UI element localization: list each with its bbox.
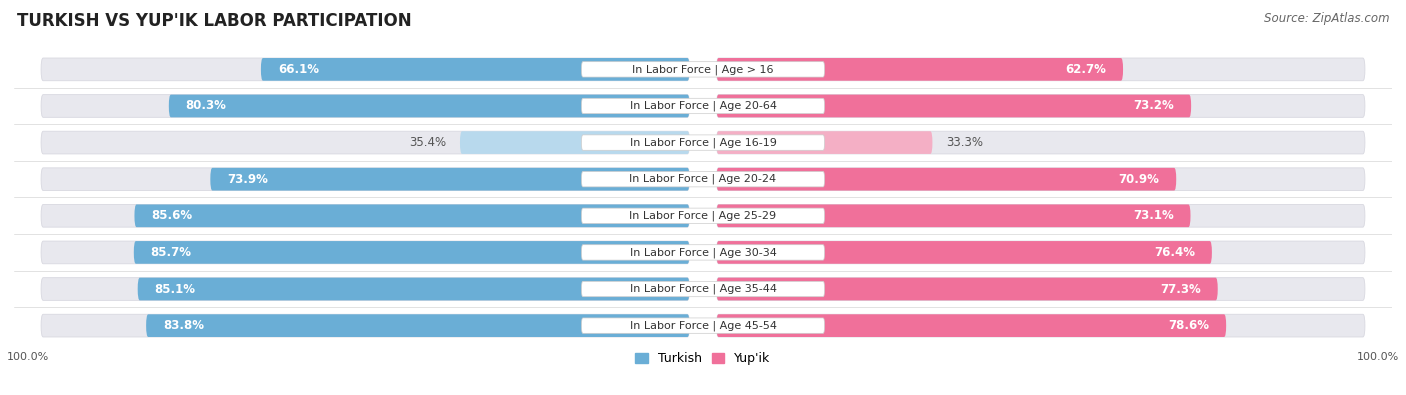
FancyBboxPatch shape xyxy=(138,278,689,300)
Text: 62.7%: 62.7% xyxy=(1066,63,1107,76)
FancyBboxPatch shape xyxy=(717,168,1365,190)
Text: 77.3%: 77.3% xyxy=(1160,282,1201,295)
FancyBboxPatch shape xyxy=(41,58,689,81)
FancyBboxPatch shape xyxy=(211,168,689,190)
FancyBboxPatch shape xyxy=(717,314,1226,337)
Text: In Labor Force | Age 30-34: In Labor Force | Age 30-34 xyxy=(630,247,776,258)
FancyBboxPatch shape xyxy=(41,241,689,264)
FancyBboxPatch shape xyxy=(717,131,1365,154)
FancyBboxPatch shape xyxy=(41,205,689,227)
Text: 73.2%: 73.2% xyxy=(1133,100,1174,113)
Text: 73.1%: 73.1% xyxy=(1133,209,1174,222)
Text: In Labor Force | Age 20-64: In Labor Force | Age 20-64 xyxy=(630,101,776,111)
FancyBboxPatch shape xyxy=(717,95,1191,117)
Text: 73.9%: 73.9% xyxy=(228,173,269,186)
FancyBboxPatch shape xyxy=(717,314,1365,337)
FancyBboxPatch shape xyxy=(460,131,689,154)
FancyBboxPatch shape xyxy=(717,58,1365,81)
FancyBboxPatch shape xyxy=(717,95,1365,117)
Text: 80.3%: 80.3% xyxy=(186,100,226,113)
FancyBboxPatch shape xyxy=(582,135,824,150)
FancyBboxPatch shape xyxy=(717,278,1365,300)
FancyBboxPatch shape xyxy=(717,241,1212,264)
Legend: Turkish, Yup'ik: Turkish, Yup'ik xyxy=(636,352,770,365)
Text: Source: ZipAtlas.com: Source: ZipAtlas.com xyxy=(1264,12,1389,25)
Text: 78.6%: 78.6% xyxy=(1168,319,1209,332)
Text: 85.7%: 85.7% xyxy=(150,246,191,259)
FancyBboxPatch shape xyxy=(582,281,824,297)
FancyBboxPatch shape xyxy=(717,205,1191,227)
Text: 85.6%: 85.6% xyxy=(152,209,193,222)
FancyBboxPatch shape xyxy=(146,314,689,337)
Text: In Labor Force | Age 45-54: In Labor Force | Age 45-54 xyxy=(630,320,776,331)
FancyBboxPatch shape xyxy=(717,131,932,154)
Text: In Labor Force | Age > 16: In Labor Force | Age > 16 xyxy=(633,64,773,75)
FancyBboxPatch shape xyxy=(169,95,689,117)
Text: In Labor Force | Age 35-44: In Labor Force | Age 35-44 xyxy=(630,284,776,294)
Text: 35.4%: 35.4% xyxy=(409,136,447,149)
FancyBboxPatch shape xyxy=(717,58,1123,81)
FancyBboxPatch shape xyxy=(717,278,1218,300)
Text: 66.1%: 66.1% xyxy=(278,63,319,76)
FancyBboxPatch shape xyxy=(134,241,689,264)
FancyBboxPatch shape xyxy=(41,131,689,154)
Text: 76.4%: 76.4% xyxy=(1154,246,1195,259)
Text: 70.9%: 70.9% xyxy=(1119,173,1160,186)
FancyBboxPatch shape xyxy=(582,318,824,333)
FancyBboxPatch shape xyxy=(582,171,824,187)
FancyBboxPatch shape xyxy=(41,168,689,190)
Text: In Labor Force | Age 25-29: In Labor Force | Age 25-29 xyxy=(630,211,776,221)
FancyBboxPatch shape xyxy=(262,58,689,81)
Text: TURKISH VS YUP'IK LABOR PARTICIPATION: TURKISH VS YUP'IK LABOR PARTICIPATION xyxy=(17,12,412,30)
FancyBboxPatch shape xyxy=(582,208,824,224)
Text: 33.3%: 33.3% xyxy=(946,136,983,149)
Text: In Labor Force | Age 20-24: In Labor Force | Age 20-24 xyxy=(630,174,776,184)
FancyBboxPatch shape xyxy=(41,278,689,300)
Text: 83.8%: 83.8% xyxy=(163,319,204,332)
Text: 85.1%: 85.1% xyxy=(155,282,195,295)
FancyBboxPatch shape xyxy=(582,245,824,260)
FancyBboxPatch shape xyxy=(717,168,1177,190)
FancyBboxPatch shape xyxy=(717,241,1365,264)
FancyBboxPatch shape xyxy=(135,205,689,227)
FancyBboxPatch shape xyxy=(41,314,689,337)
FancyBboxPatch shape xyxy=(717,205,1365,227)
FancyBboxPatch shape xyxy=(41,95,689,117)
FancyBboxPatch shape xyxy=(582,62,824,77)
FancyBboxPatch shape xyxy=(582,98,824,114)
Text: In Labor Force | Age 16-19: In Labor Force | Age 16-19 xyxy=(630,137,776,148)
